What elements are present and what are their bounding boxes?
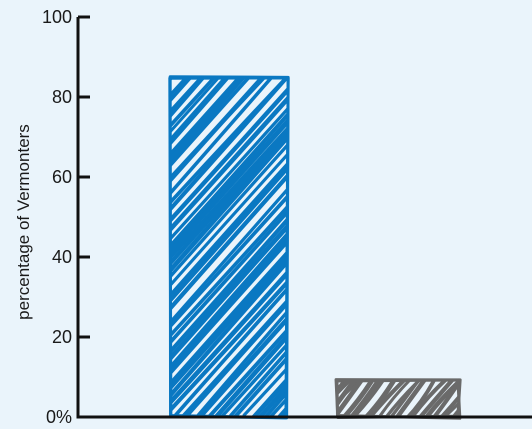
y-tick-label: 20 [52,327,72,347]
y-tick-label: 100 [42,7,72,27]
bars [168,75,462,420]
bar-hatch [337,381,459,417]
axes [76,17,532,419]
bar [334,378,462,420]
bar-hatch [171,77,287,417]
y-tick-label: 0% [46,407,72,427]
y-axis-label: percentage of Vermonters [14,124,33,320]
y-tick-label: 40 [52,247,72,267]
y-ticks: 0% 20 40 60 80 100 [42,7,90,427]
bar [168,75,290,420]
y-tick-label: 60 [52,167,72,187]
y-tick-label: 80 [52,87,72,107]
